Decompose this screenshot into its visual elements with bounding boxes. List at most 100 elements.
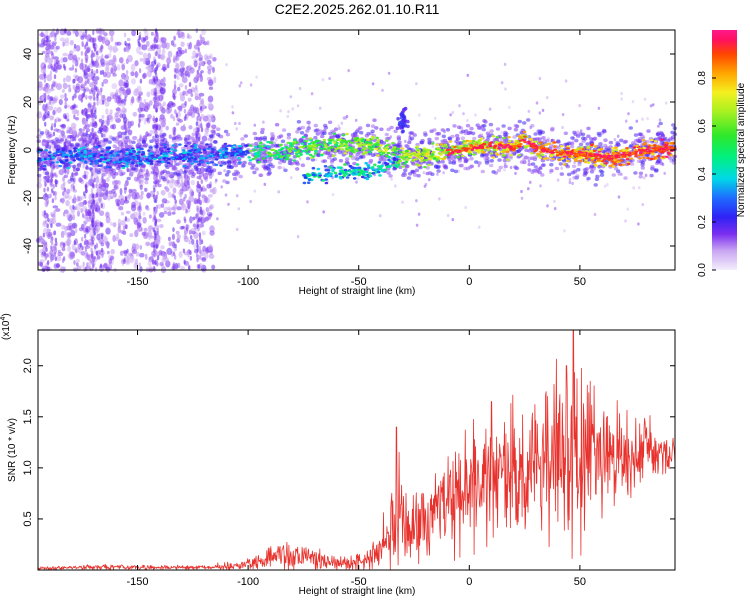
spectrogram-noise-cell: [156, 32, 159, 37]
spectrogram-band-cell: [650, 138, 654, 142]
spectrogram-band-halo: [322, 159, 327, 163]
spectrogram-noise-cell: [86, 116, 89, 122]
spectrogram-noise-cell: [262, 120, 265, 124]
spectrogram-noise-cell: [103, 234, 107, 240]
spectrogram-band-cell: [66, 166, 71, 170]
spectrogram-noise-cell: [124, 183, 127, 189]
spectrogram-noise-cell: [114, 112, 119, 118]
spectrogram-noise-cell: [347, 69, 351, 73]
spectrogram-noise-cell: [646, 117, 649, 121]
spectrogram-noise-cell: [50, 245, 53, 251]
spectrogram-noise-cell: [112, 234, 117, 243]
spectrogram-noise-cell: [75, 228, 78, 234]
spectrogram-noise-cell: [169, 182, 174, 189]
spectrogram-band-halo: [185, 134, 190, 139]
spectrogram-band-halo: [565, 164, 570, 169]
spectrogram-noise-cell: [201, 230, 206, 236]
spectrogram-noise-cell: [138, 35, 142, 40]
spectrogram-noise-cell: [154, 216, 157, 222]
spectrogram-noise-cell: [207, 95, 214, 103]
spectrogram-band-halo: [483, 156, 488, 161]
spectrogram-noise-cell: [195, 213, 198, 218]
spectrogram-noise-cell: [173, 74, 177, 79]
spectrogram-noise-cell: [561, 125, 564, 130]
spectrogram-band-halo: [310, 158, 316, 162]
spectrogram-noise-cell: [546, 204, 549, 208]
spectrogram-band-cell: [175, 157, 180, 161]
spectrogram-band-halo: [157, 183, 162, 188]
spectrogram-noise-cell: [82, 163, 85, 169]
spectrogram-noise-cell: [55, 241, 58, 247]
spectrogram-noise-cell: [178, 83, 184, 88]
spectrogram-band-cell: [608, 164, 613, 167]
spectrogram-noise-cell: [73, 194, 76, 200]
spectrogram-noise-cell: [296, 104, 300, 108]
spectrogram-band-halo: [342, 116, 347, 120]
spectrogram-noise-cell: [65, 75, 72, 83]
spectrogram-noise-cell: [158, 249, 163, 255]
spectrogram-noise-cell: [187, 184, 191, 189]
spectrogram-noise-cell: [184, 101, 187, 106]
spectrogram-noise-cell: [154, 105, 157, 110]
spectrogram-band-cell: [140, 147, 144, 151]
spectrogram-noise-cell: [206, 122, 211, 129]
spectrogram-band-cell: [198, 151, 203, 154]
spectrogram-noise-cell: [415, 223, 419, 227]
spectrogram-noise-cell: [45, 107, 49, 112]
spectrogram-noise-cell: [53, 82, 56, 87]
spectrogram-noise-cell: [85, 252, 89, 257]
spectrogram-band-halo: [435, 165, 441, 170]
spectrogram-band-cell: [89, 160, 94, 163]
spectrogram-band-halo: [454, 133, 460, 138]
spectrogram-noise-cell: [91, 68, 94, 74]
spectrogram-band-halo: [450, 134, 455, 139]
spectrogram-noise-cell: [101, 54, 104, 59]
spectrogram-noise-cell: [81, 93, 84, 99]
spectrogram-band-halo: [671, 123, 676, 127]
spectrogram-noise-cell: [187, 97, 192, 102]
spectrogram-noise-cell: [137, 96, 141, 101]
spectrogram-band-cell: [210, 161, 214, 164]
spectrogram-noise-cell: [234, 121, 237, 126]
spectrogram-noise-cell: [80, 58, 84, 64]
spectrogram-noise-cell: [58, 169, 65, 176]
spectrogram-band-halo: [247, 161, 253, 166]
spectrogram-noise-cell: [138, 118, 141, 124]
spectrogram-band-halo: [640, 160, 646, 165]
spectrogram-noise-cell: [173, 207, 176, 212]
spectrogram-noise-cell: [148, 100, 153, 106]
spectrogram-band-halo: [655, 160, 661, 164]
spectrogram-noise-cell: [188, 82, 192, 87]
spectrogram-noise-cell: [198, 255, 202, 260]
spectrogram-noise-cell: [237, 207, 241, 211]
spectrogram-band-halo: [522, 121, 527, 125]
spectrogram-noise-cell: [631, 100, 635, 104]
spectrogram-band-halo: [335, 135, 341, 139]
spectrogram-noise-cell: [354, 118, 358, 122]
spectrogram-band-halo: [445, 128, 451, 132]
spectrogram-noise-cell: [106, 177, 110, 182]
spectrogram-band-halo: [594, 177, 600, 182]
spectrogram-band-cell: [181, 156, 185, 159]
spectrogram-noise-cell: [112, 47, 119, 52]
spectrogram-noise-cell: [181, 76, 188, 84]
spectrogram-noise-cell: [514, 171, 517, 175]
spectrogram-band-halo: [668, 137, 673, 141]
spectrogram-noise-cell: [593, 212, 597, 217]
spectrogram-noise-cell: [187, 88, 193, 94]
spectrogram-noise-cell: [296, 235, 300, 239]
spectrogram-noise-cell: [43, 98, 46, 103]
spectrogram-band-halo: [118, 169, 123, 173]
spectrogram-band-halo: [456, 125, 462, 129]
spectrogram-band-halo: [300, 163, 305, 167]
spectrogram-band-halo: [576, 134, 581, 138]
spectrogram-noise-cell: [95, 192, 99, 198]
spectrogram-noise-cell: [196, 130, 199, 136]
spectrogram-noise-cell: [67, 245, 71, 252]
spectrogram-noise-cell: [422, 171, 426, 175]
spectrogram-band-cell: [586, 145, 591, 149]
spectrogram-noise-cell: [545, 96, 549, 100]
spectrogram-noise-cell: [112, 180, 118, 186]
spectrogram-noise-cell: [80, 195, 84, 201]
spectrogram-band-cell: [522, 130, 527, 134]
